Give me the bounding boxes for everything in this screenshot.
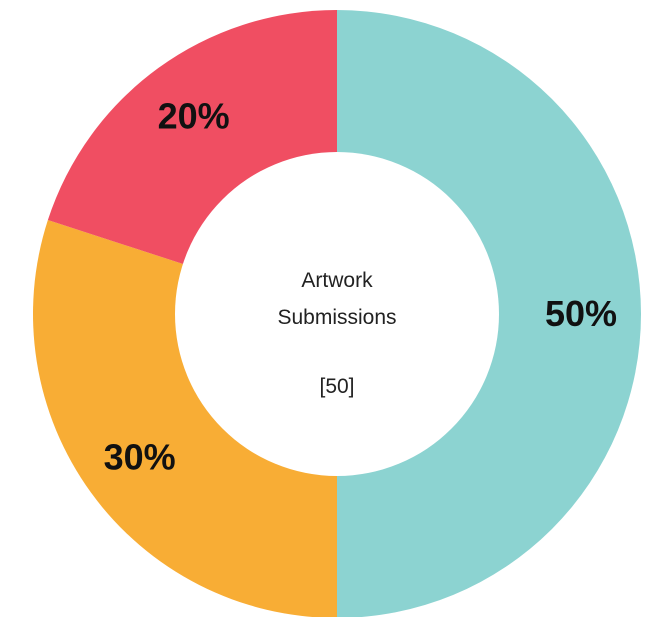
center-total: [50]: [319, 375, 354, 398]
slice-label-50: 50%: [545, 293, 617, 334]
slice-label-30: 30%: [104, 436, 176, 477]
slice-label-20: 20%: [158, 96, 230, 137]
labels-layer: 50% 30% 20%: [104, 96, 617, 478]
donut-hole: [175, 152, 499, 476]
center-title-line-2: Submissions: [277, 306, 396, 329]
center-title-line-1: Artwork: [301, 269, 373, 292]
center-label: Artwork Submissions [50]: [277, 269, 396, 398]
